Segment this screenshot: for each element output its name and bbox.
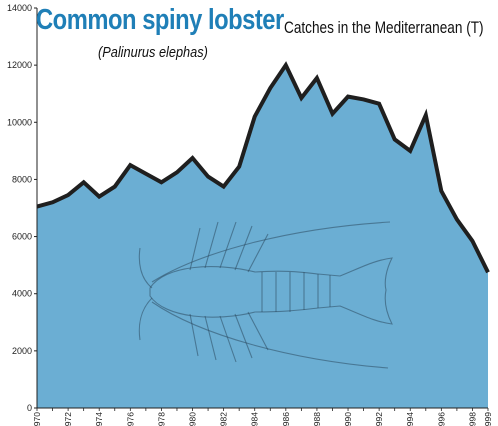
lobster-antennules — [138, 247, 153, 341]
x-tick-label: 1990 — [343, 412, 353, 426]
chart-subtitle: (Palinurus elephas) — [98, 44, 208, 61]
y-tick-label: 2000 — [12, 346, 32, 356]
x-tick-label: 1994 — [405, 412, 415, 426]
x-tick-label: 1986 — [281, 412, 291, 426]
y-tick-label: 8000 — [12, 174, 32, 184]
x-tick-label: 1978 — [156, 412, 166, 426]
lobster-legs-upper — [189, 221, 269, 273]
y-tick-label: 0 — [27, 403, 32, 413]
x-tick-label: 1999 — [483, 412, 493, 426]
x-tick-label: 1992 — [374, 412, 384, 426]
lobster-carapace — [149, 257, 393, 325]
x-tick-label: 1998 — [467, 412, 477, 426]
x-tick-label: 1982 — [219, 412, 229, 426]
chart-title: Common spiny lobster — [36, 4, 284, 36]
x-tick-label: 1976 — [125, 412, 135, 426]
lobster-illustration — [138, 221, 393, 369]
lobster-legs-lower — [189, 311, 269, 363]
y-tick-label: 10000 — [7, 117, 32, 127]
series-area — [37, 65, 488, 408]
y-axis: 0 2000 4000 6000 8000 10000 12000 14000 — [7, 3, 38, 413]
lobster-antenna-lower — [151, 301, 389, 369]
x-tick-label: 1996 — [436, 412, 446, 426]
x-tick-label: 1980 — [188, 412, 198, 426]
lobster-antenna-upper — [151, 221, 391, 283]
lobster-segments — [261, 272, 331, 312]
y-tick-label: 4000 — [12, 289, 32, 299]
x-tick-label: 1988 — [312, 412, 322, 426]
x-tick-label: 1984 — [250, 412, 260, 426]
series-line — [36, 61, 490, 274]
y-tick-label: 14000 — [7, 3, 32, 13]
y-tick-label: 6000 — [12, 232, 32, 242]
x-tick-label: 1972 — [63, 412, 73, 426]
x-tick-label: 1974 — [94, 412, 104, 426]
area-layer — [36, 61, 490, 408]
x-tick-label: 1970 — [32, 412, 42, 426]
y-tick-label: 12000 — [7, 60, 32, 70]
x-axis: 1970 1972 1974 1976 1978 1980 1982 1984 1986 1988… — [32, 407, 493, 426]
chart-caption: Catches in the Mediterranean (T) — [284, 18, 484, 37]
